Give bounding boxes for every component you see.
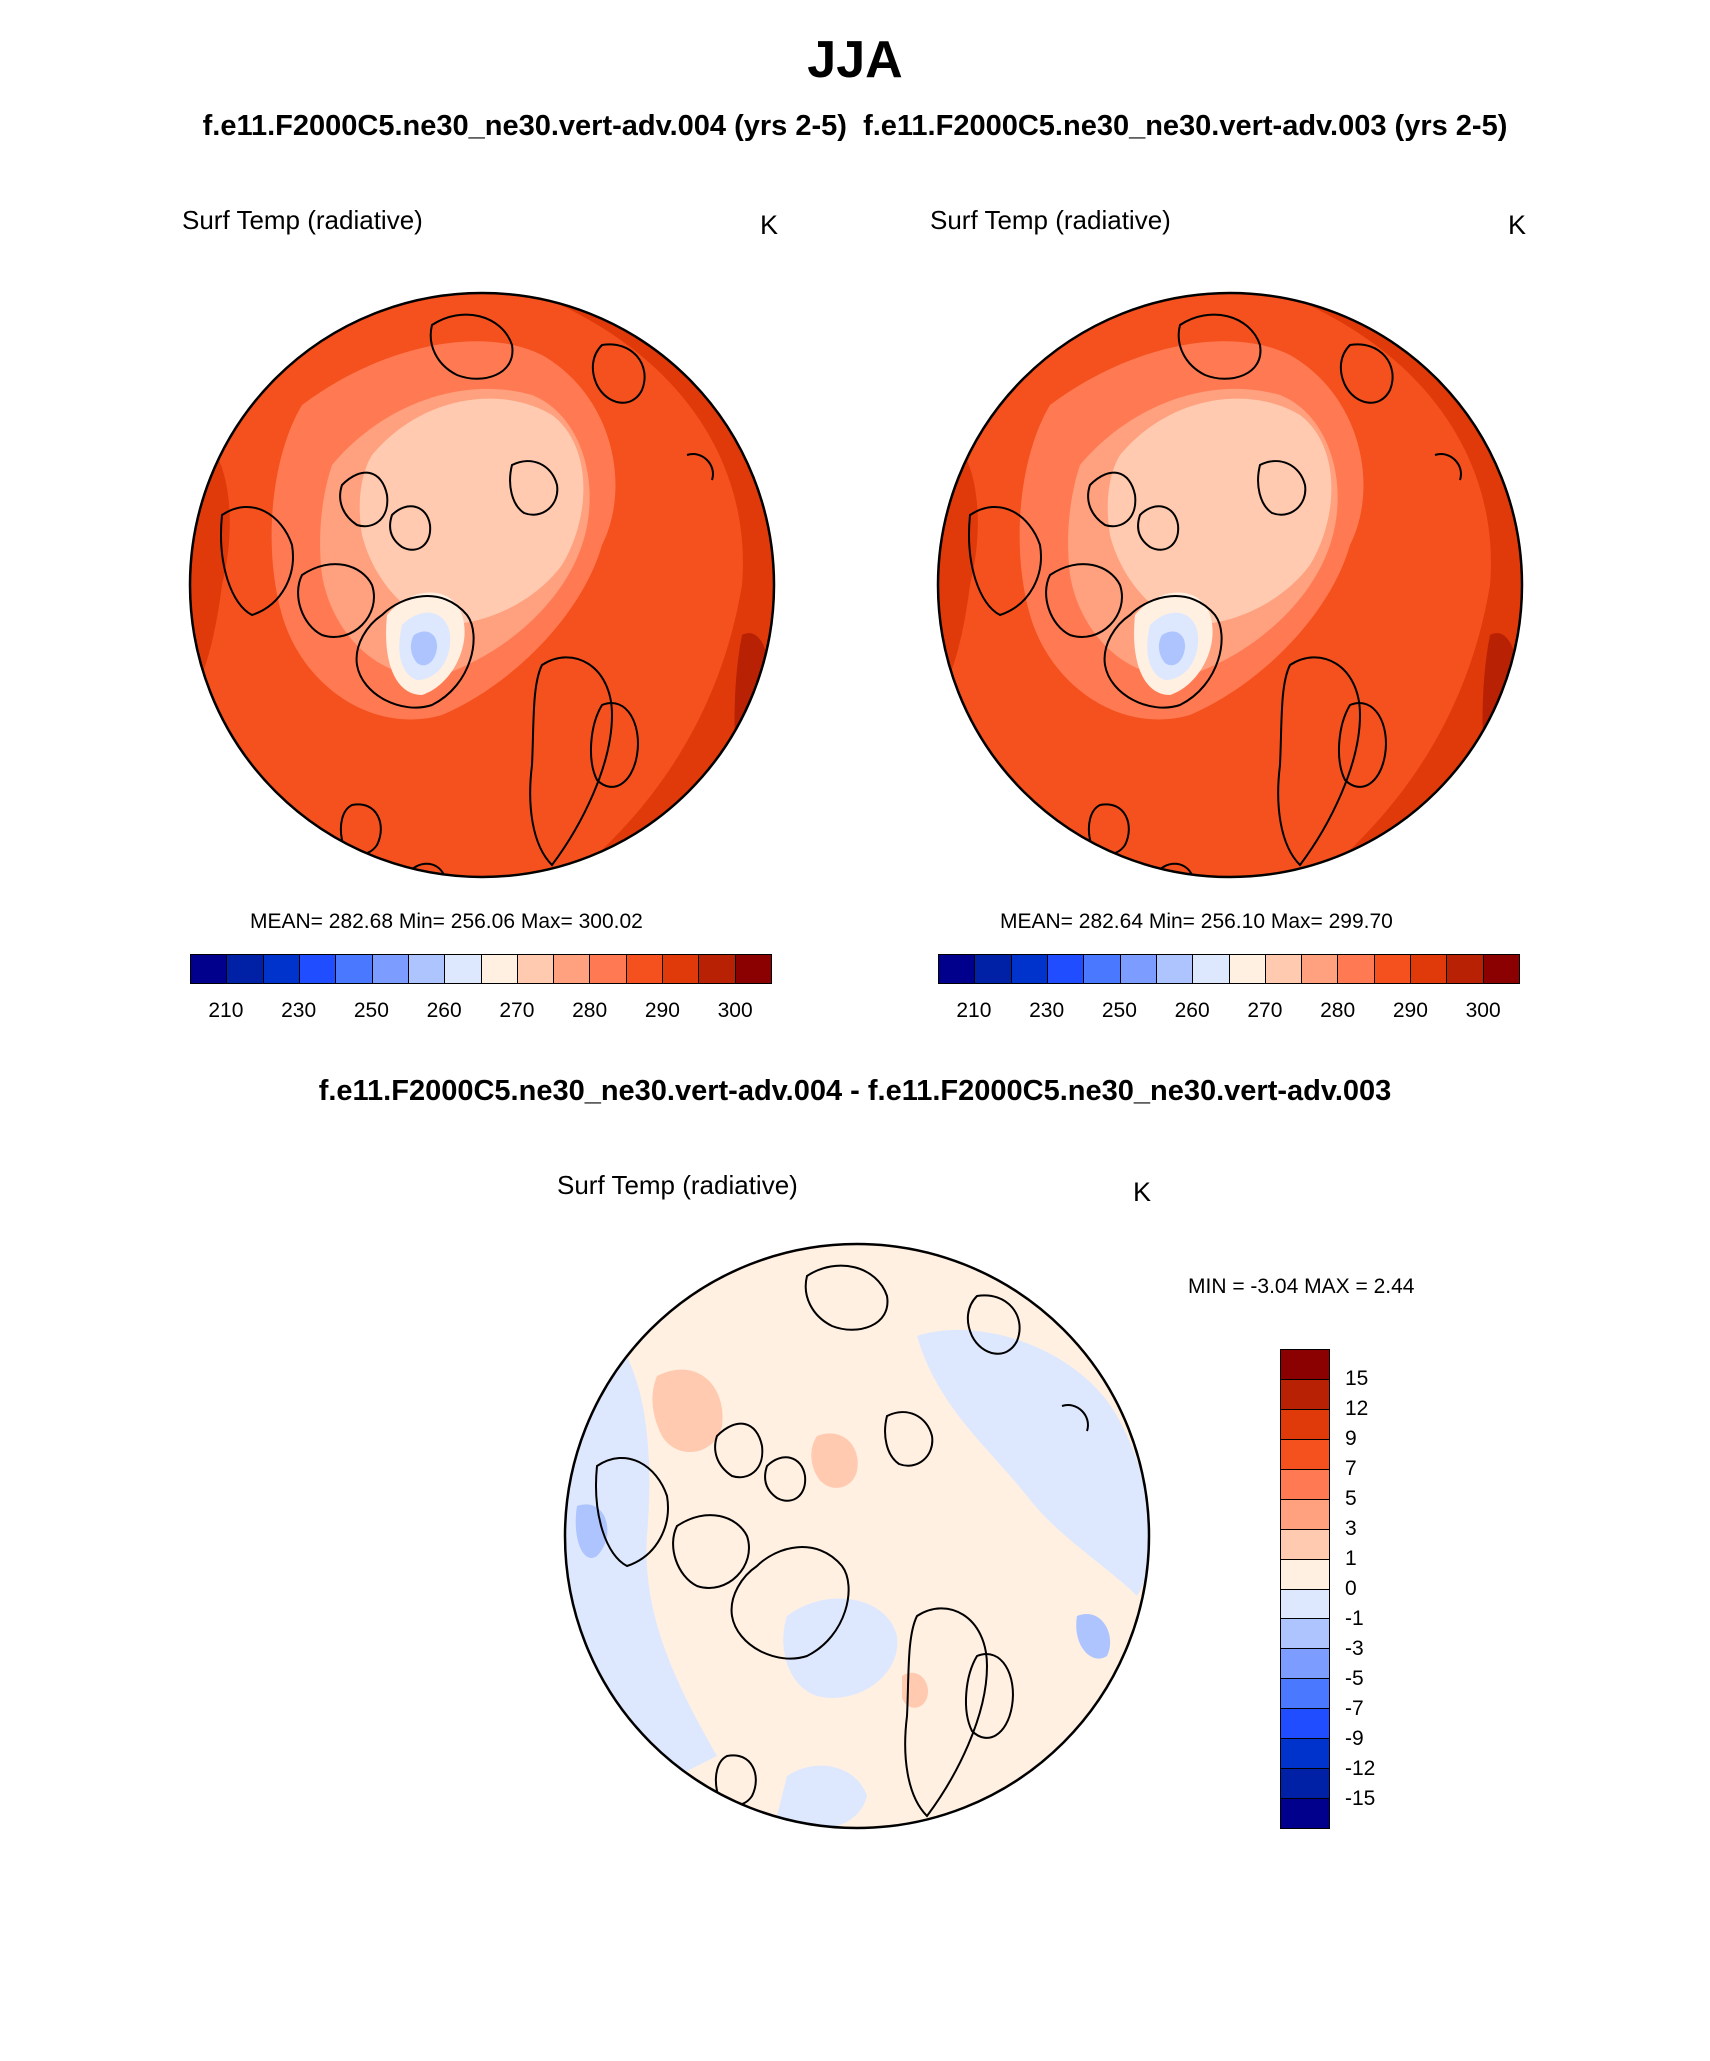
colorbar-tick-label: 260 [426,999,462,1022]
colorbar-tick-label: 270 [1247,999,1283,1022]
colorbar-box-7 [445,955,482,983]
diff-colorbar-box-2 [1281,1409,1329,1440]
figure-title: JJA [807,31,903,89]
diff-colorbar-box-4 [1281,1469,1329,1500]
colorbar-box-9 [517,955,555,983]
diff-colorbar-tick-label: 12 [1345,1397,1369,1420]
colorbar-box-4 [336,955,373,983]
colorbar-box-10 [554,955,591,983]
colorbar-box-1 [975,955,1012,983]
diff-colorbar-box-13 [1281,1739,1329,1770]
diff-colorbar-tick-label: -5 [1345,1667,1364,1690]
colorbar-box-14 [699,955,736,983]
diff-colorbar-box-12 [1281,1709,1329,1740]
diff-colorbar-tick-label: -15 [1345,1787,1376,1810]
panel1-stats: MEAN= 282.68 Min= 256.06 Max= 300.02 [250,910,643,933]
diff-colorbar-tick-label: 7 [1345,1457,1357,1480]
colorbar-tick-label: 280 [1320,999,1356,1022]
colorbar-box-12 [626,955,664,983]
subtitle-right: f.e11.F2000C5.ne30_ne30.vert-adv.003 (yr… [863,110,1508,142]
difference-map [563,1242,1151,1830]
colorbar-box-8 [481,955,518,983]
colorbar-box-6 [408,955,446,983]
diff-colorbar-tick-label: -12 [1345,1757,1376,1780]
colorbar-tick-label: 300 [1465,999,1501,1022]
colorbar-box-12 [1374,955,1412,983]
colorbar-box-10 [1302,955,1339,983]
colorbar-box-8 [1229,955,1266,983]
colorbar-box-11 [1338,955,1375,983]
diff-colorbar-box-5 [1281,1499,1329,1530]
diff-colorbar-box-1 [1281,1379,1329,1410]
colorbar-tick-label: 270 [499,999,535,1022]
colorbar-box-6 [1156,955,1194,983]
diff-colorbar-box-8 [1281,1589,1329,1620]
panel1-units: K [760,210,779,240]
colorbar-box-11 [590,955,627,983]
colorbar-tick-label: 250 [1101,999,1137,1022]
colorbar-tick-label: 280 [572,999,608,1022]
diff-colorbar-tick-label: 3 [1345,1517,1357,1540]
colorbar-tick-label: 230 [281,999,317,1022]
panel2-colorbar [938,954,1520,984]
diff-colorbar-box-14 [1281,1769,1329,1800]
colorbar-box-1 [227,955,264,983]
colorbar-box-0 [939,955,976,983]
colorbar-tick-label: 300 [717,999,753,1022]
diff-colorbar-tick-label: -7 [1345,1697,1364,1720]
diff-colorbar-tick-label: 15 [1345,1367,1369,1390]
difference-colorbar [1280,1349,1330,1829]
colorbar-box-2 [263,955,300,983]
colorbar-tick-label: 290 [1392,999,1428,1022]
panel1-colorbar [190,954,772,984]
panel2-units: K [1508,210,1527,240]
colorbar-box-13 [1411,955,1448,983]
colorbar-box-7 [1193,955,1230,983]
diff-colorbar-box-15 [1281,1799,1329,1828]
diff-colorbar-tick-label: -1 [1345,1607,1364,1630]
colorbar-tick-label: 260 [1174,999,1210,1022]
colorbar-box-15 [1483,955,1519,983]
colorbar-tick-label: 250 [353,999,389,1022]
diff-colorbar-box-3 [1281,1439,1329,1470]
colorbar-tick-label: 230 [1029,999,1065,1022]
diff-variable-label: Surf Temp (radiative) [557,1170,798,1200]
diff-colorbar-tick-label: -3 [1345,1637,1364,1660]
diff-colorbar-tick-label: -9 [1345,1727,1364,1750]
colorbar-box-4 [1084,955,1121,983]
subtitle-left: f.e11.F2000C5.ne30_ne30.vert-adv.004 (yr… [202,110,847,142]
colorbar-box-5 [372,955,409,983]
diff-colorbar-box-7 [1281,1559,1329,1590]
colorbar-box-3 [299,955,337,983]
colorbar-box-0 [191,955,228,983]
case-subtitle: f.e11.F2000C5.ne30_ne30.vert-adv.004 (yr… [0,110,1710,143]
colorbar-box-15 [735,955,771,983]
panel1-map [188,291,776,879]
diff-colorbar-tick-label: 5 [1345,1487,1357,1510]
diff-colorbar-box-0 [1281,1350,1329,1380]
colorbar-tick-label: 210 [956,999,992,1022]
diff-colorbar-box-6 [1281,1529,1329,1560]
diff-colorbar-box-10 [1281,1649,1329,1680]
diff-stats: MIN = -3.04 MAX = 2.44 [1188,1275,1415,1298]
panel1-variable-label: Surf Temp (radiative) [182,205,423,235]
colorbar-tick-label: 290 [644,999,680,1022]
colorbar-box-2 [1011,955,1048,983]
colorbar-tick-label: 210 [208,999,244,1022]
colorbar-box-13 [663,955,700,983]
diff-colorbar-tick-label: 1 [1345,1547,1357,1570]
diff-units: K [1133,1177,1152,1207]
panel2-variable-label: Surf Temp (radiative) [930,205,1171,235]
colorbar-box-3 [1047,955,1085,983]
colorbar-box-14 [1447,955,1484,983]
panel2-map [936,291,1524,879]
difference-title: f.e11.F2000C5.ne30_ne30.vert-adv.004 - f… [318,1075,1392,1107]
colorbar-box-5 [1120,955,1157,983]
diff-colorbar-box-9 [1281,1619,1329,1650]
colorbar-box-9 [1265,955,1303,983]
diff-colorbar-box-11 [1281,1679,1329,1710]
panel2-stats: MEAN= 282.64 Min= 256.10 Max= 299.70 [1000,910,1393,933]
diff-colorbar-tick-label: 0 [1345,1577,1357,1600]
diff-colorbar-tick-label: 9 [1345,1427,1357,1450]
